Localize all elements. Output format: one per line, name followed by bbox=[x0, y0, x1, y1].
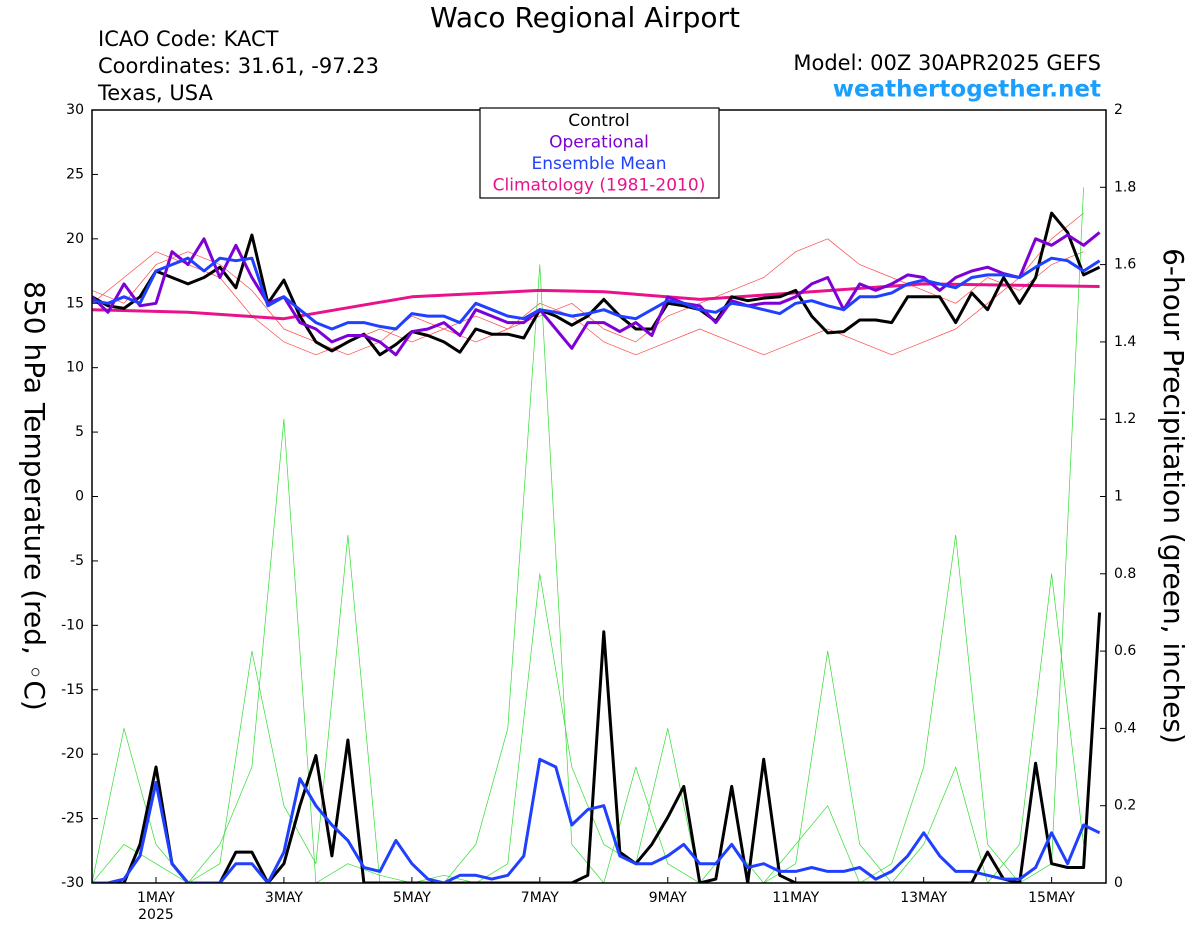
series-line bbox=[92, 211, 1101, 357]
y-tick-label: 25 bbox=[66, 166, 84, 182]
y2-tick-label: 0.6 bbox=[1114, 643, 1136, 659]
x-tick-label: 1MAY bbox=[137, 890, 175, 906]
plot-frame bbox=[91, 109, 1107, 884]
y2-tick-label: 1.6 bbox=[1114, 257, 1136, 273]
y-tick-label: -25 bbox=[61, 811, 84, 827]
y2-tick-label: 0 bbox=[1114, 875, 1123, 891]
x-tick-label: 3MAY bbox=[265, 890, 303, 906]
y-tick-label: -10 bbox=[61, 617, 84, 633]
x-tick-label: 9MAY bbox=[649, 890, 687, 906]
y2-tick-label: 1.4 bbox=[1114, 334, 1136, 350]
legend-entry: Control bbox=[568, 111, 629, 131]
y-tick-label: 0 bbox=[75, 489, 84, 505]
y2-tick-label: 0.8 bbox=[1114, 566, 1136, 582]
y-axis-label: 850 hPa Temperature (red, ◦C) bbox=[18, 281, 51, 711]
y-tick-label: 10 bbox=[66, 360, 84, 376]
info-line: Coordinates: 31.61, -97.23 bbox=[98, 54, 379, 78]
x-tick-label: 7MAY bbox=[521, 890, 559, 906]
y2-tick-label: 1 bbox=[1114, 489, 1123, 505]
y-tick-label: -30 bbox=[61, 875, 84, 891]
series-line bbox=[92, 231, 1101, 357]
member-line bbox=[92, 757, 1101, 883]
x-tick-label: 11MAY bbox=[772, 890, 819, 906]
member-line bbox=[92, 212, 1084, 356]
chart-title: Waco Regional Airport bbox=[430, 1, 740, 34]
y2-tick-label: 1.2 bbox=[1114, 411, 1136, 427]
y2-tick-label: 0.2 bbox=[1114, 798, 1136, 814]
y-tick-label: -15 bbox=[61, 682, 84, 698]
y-tick-label: 30 bbox=[66, 102, 84, 118]
series-line bbox=[92, 282, 1100, 321]
x-sublabel: 2025 bbox=[138, 907, 174, 923]
info-line: ICAO Code: KACT bbox=[98, 27, 279, 51]
y-tick-label: 15 bbox=[66, 295, 84, 311]
y2-tick-label: 1.8 bbox=[1114, 179, 1136, 195]
site-label: weathertogether.net bbox=[833, 77, 1101, 103]
member-line bbox=[92, 187, 1084, 883]
legend-entry: Ensemble Mean bbox=[531, 154, 666, 174]
x-tick-label: 5MAY bbox=[393, 890, 431, 906]
legend: Climatology (1981-2010) ControlOperationa… bbox=[493, 111, 706, 196]
y-tick-label: -20 bbox=[61, 746, 84, 762]
y2-tick-label: 2 bbox=[1114, 102, 1123, 118]
y-tick-label: 5 bbox=[75, 424, 84, 440]
series-line bbox=[92, 256, 1101, 331]
member-line bbox=[92, 264, 1084, 883]
y-tick-label: -5 bbox=[70, 553, 84, 569]
y2-axis-label: 6-hour Precipitation (green, inches) bbox=[1157, 248, 1190, 744]
legend-box bbox=[479, 107, 720, 199]
x-tick-label: 15MAY bbox=[1028, 890, 1075, 906]
member-line bbox=[92, 612, 1102, 883]
info-line: Texas, USA bbox=[97, 81, 213, 105]
model-label: Model: 00Z 30APR2025 GEFS bbox=[793, 51, 1101, 75]
plot-area bbox=[92, 187, 1102, 883]
y2-tick-label: 0.4 bbox=[1114, 720, 1136, 736]
x-tick-label: 13MAY bbox=[900, 890, 947, 906]
legend-entry: Operational bbox=[549, 133, 649, 153]
legend-entry: Climatology (1981-2010) bbox=[493, 176, 706, 196]
y-tick-label: 20 bbox=[66, 231, 84, 247]
